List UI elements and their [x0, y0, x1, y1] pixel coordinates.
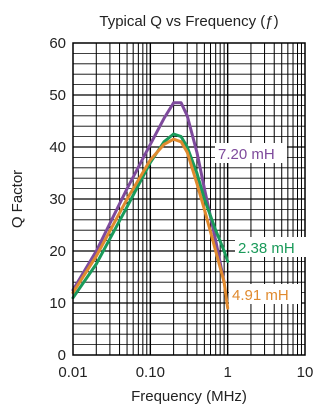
x-tick-label: 0.01	[58, 364, 87, 381]
x-tick-label: 10	[297, 364, 314, 381]
y-tick-label: 50	[49, 87, 66, 104]
x-axis-label: Frequency (MHz)	[131, 388, 247, 405]
chart-title: Typical Q vs Frequency (ƒ)	[99, 13, 278, 30]
series-label: 7.20 mH	[218, 146, 275, 163]
y-tick-label: 30	[49, 191, 66, 208]
y-tick-label: 0	[58, 347, 66, 364]
y-tick-label: 10	[49, 295, 66, 312]
plot-frame	[72, 42, 306, 356]
grid	[73, 43, 305, 355]
x-tick-label: 1	[223, 364, 231, 381]
series-label-bg	[235, 237, 307, 257]
x-tick-label: 0.10	[136, 364, 165, 381]
series-line	[71, 101, 226, 292]
series-lines	[71, 101, 230, 310]
y-tick-label: 60	[49, 35, 66, 52]
y-axis-label: Q Factor	[9, 170, 26, 228]
series-line	[71, 132, 230, 300]
series-label-bg	[229, 284, 301, 304]
series-label: 2.38 mH	[238, 240, 295, 257]
series-label-bg	[215, 143, 287, 163]
series-labels: 7.20 mH 2.38 mH 4.91 mH	[215, 143, 307, 304]
series-line	[71, 137, 230, 310]
y-tick-label: 40	[49, 139, 66, 156]
series-label: 4.91 mH	[232, 287, 289, 304]
y-tick-label: 20	[49, 243, 66, 260]
tick-labels: 0.01 0.10 1 10 0 10 20 30 40 50 60	[49, 35, 313, 381]
